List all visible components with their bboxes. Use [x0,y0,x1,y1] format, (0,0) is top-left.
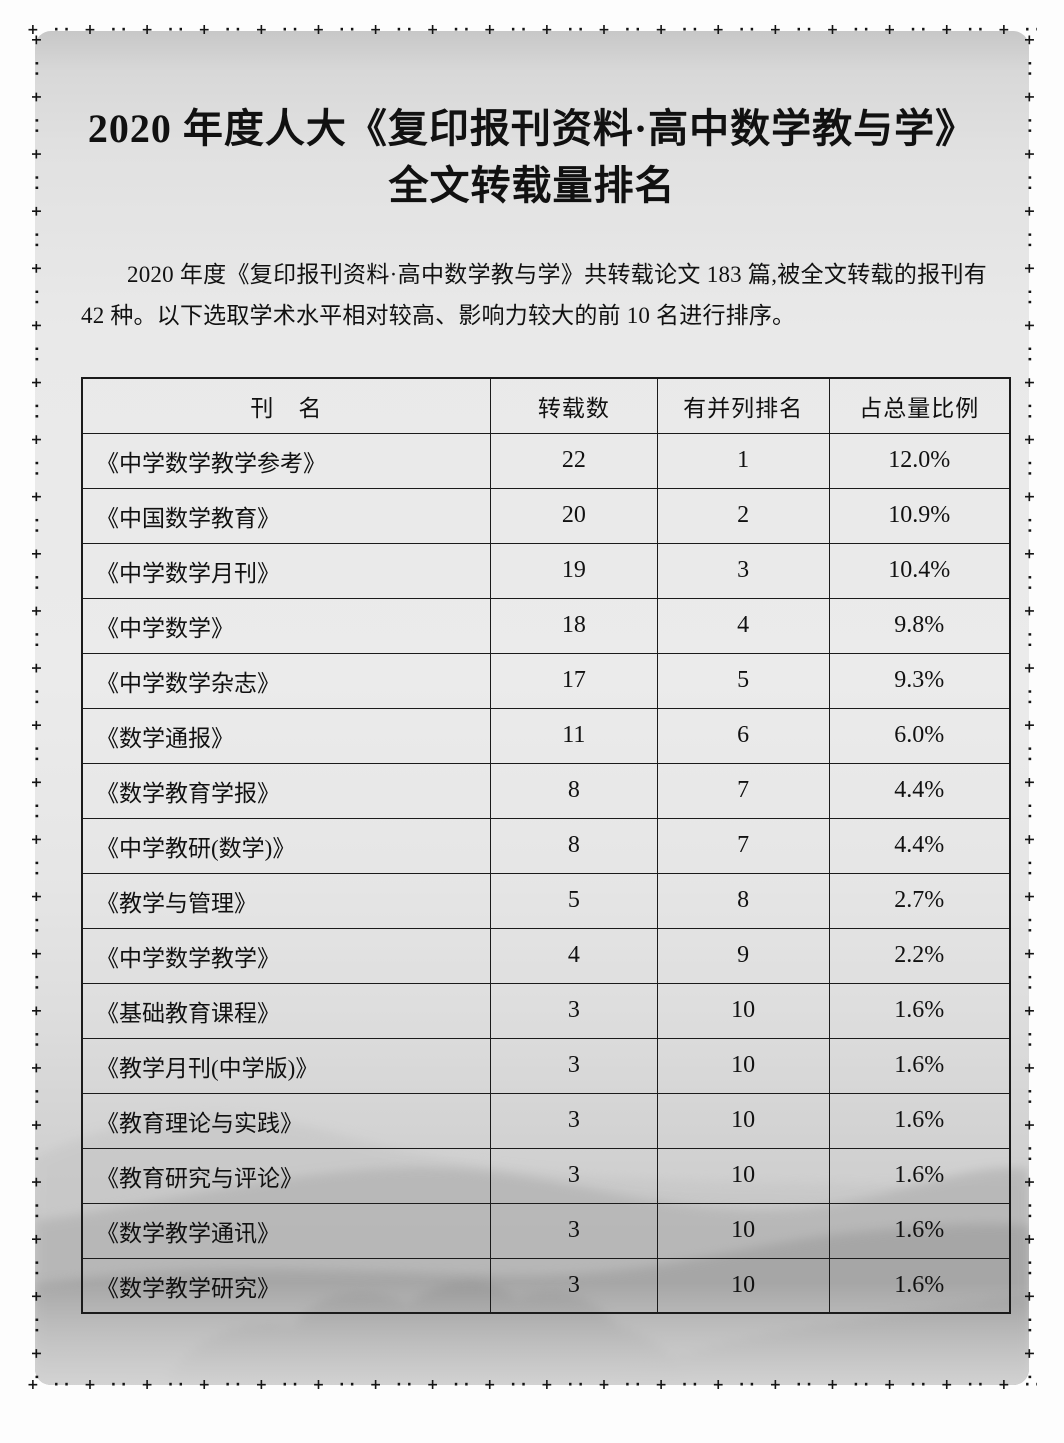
journal-name-cell: 《基础教育课程》 [81,982,491,1039]
journal-name-cell: 《中学数学月刊》 [81,542,491,599]
table-row: 《中学数学教学参考》 22 1 12.0% [81,432,1011,489]
tied-rank-cell: 10 [656,1037,830,1094]
intro-paragraph: 2020 年度《复印报刊资料·高中数学教与学》共转载论文 183 篇,被全文转载… [81,261,987,328]
tied-rank-cell: 10 [656,982,830,1039]
percentage-cell: 9.8% [828,597,1011,654]
reprint-count-cell: 3 [489,1037,658,1094]
table-row: 《数学教学通讯》 3 10 1.6% [81,1202,1011,1259]
percentage-cell: 2.2% [828,927,1011,984]
table-row: 《中学数学教学》 4 9 2.2% [81,927,1011,984]
reprint-count-cell: 3 [489,1147,658,1204]
tied-rank-cell: 10 [656,1202,830,1259]
header-reprint-count: 转载数 [489,377,658,434]
journal-name-cell: 《教学月刊(中学版)》 [81,1037,491,1094]
header-percentage: 占总量比例 [828,377,1011,434]
table-row: 《中学数学杂志》 17 5 9.3% [81,652,1011,709]
tied-rank-cell: 1 [656,432,830,489]
reprint-count-cell: 3 [489,1092,658,1149]
title-line-2: 全文转载量排名 [388,162,676,208]
tied-rank-cell: 5 [656,652,830,709]
table-row: 《教育理论与实践》 3 10 1.6% [81,1092,1011,1149]
tied-rank-cell: 4 [656,597,830,654]
page-title: 2020 年度人大《复印报刊资料·高中数学教与学》 全文转载量排名 [35,101,1029,215]
journal-name-cell: 《中学数学杂志》 [81,652,491,709]
tied-rank-cell: 7 [656,817,830,874]
journal-name-cell: 《中学数学教学》 [81,927,491,984]
journal-name-cell: 《教学与管理》 [81,872,491,929]
percentage-cell: 12.0% [828,432,1011,489]
tied-rank-cell: 7 [656,762,830,819]
table-row: 《中国数学教育》 20 2 10.9% [81,487,1011,544]
percentage-cell: 1.6% [828,982,1011,1039]
journal-name-cell: 《中学数学教学参考》 [81,432,491,489]
journal-name-cell: 《中学教研(数学)》 [81,817,491,874]
tied-rank-cell: 10 [656,1147,830,1204]
table-row: 《中学数学》 18 4 9.8% [81,597,1011,654]
percentage-cell: 1.6% [828,1037,1011,1094]
journal-name-cell: 《数学通报》 [81,707,491,764]
tied-rank-cell: 10 [656,1092,830,1149]
table-row: 《数学教育学报》 8 7 4.4% [81,762,1011,819]
percentage-cell: 6.0% [828,707,1011,764]
percentage-cell: 1.6% [828,1257,1011,1314]
bordered-sheet: + ·· + ·· + ·· + ·· + ·· + ·· + ·· + ·· … [27,22,1037,1394]
journal-name-cell: 《中国数学教育》 [81,487,491,544]
reprint-count-cell: 20 [489,487,658,544]
percentage-cell: 2.7% [828,872,1011,929]
reprint-count-cell: 17 [489,652,658,709]
reprint-count-cell: 3 [489,982,658,1039]
journal-name-cell: 《中学数学》 [81,597,491,654]
reprint-count-cell: 8 [489,762,658,819]
tied-rank-cell: 3 [656,542,830,599]
tied-rank-cell: 6 [656,707,830,764]
journal-name-cell: 《教育研究与评论》 [81,1147,491,1204]
percentage-cell: 1.6% [828,1147,1011,1204]
table-row: 《基础教育课程》 3 10 1.6% [81,982,1011,1039]
journal-name-cell: 《数学教学研究》 [81,1257,491,1314]
table-row: 《教学与管理》 5 8 2.7% [81,872,1011,929]
reprint-count-cell: 8 [489,817,658,874]
tied-rank-cell: 2 [656,487,830,544]
reprint-count-cell: 3 [489,1257,658,1314]
reprint-count-cell: 18 [489,597,658,654]
table-row: 《数学教学研究》 3 10 1.6% [81,1257,1011,1314]
reprint-ranking-table: 刊 名 转载数 有并列排名 占总量比例 《中学数学教学参考》 22 1 12.0… [81,377,1011,1315]
table-row: 《教育研究与评论》 3 10 1.6% [81,1147,1011,1204]
reprint-count-cell: 3 [489,1202,658,1259]
header-journal-name: 刊 名 [81,377,491,434]
percentage-cell: 1.6% [828,1202,1011,1259]
reprint-count-cell: 19 [489,542,658,599]
journal-name-cell: 《数学教学通讯》 [81,1202,491,1259]
reprint-count-cell: 22 [489,432,658,489]
percentage-cell: 4.4% [828,762,1011,819]
percentage-cell: 4.4% [828,817,1011,874]
page-content: 2020 年度人大《复印报刊资料·高中数学教与学》 全文转载量排名 2020 年… [35,101,1029,1315]
percentage-cell: 9.3% [828,652,1011,709]
title-line-1: 2020 年度人大《复印报刊资料·高中数学教与学》 [87,106,977,151]
table-row: 《中学数学月刊》 19 3 10.4% [81,542,1011,599]
reprint-count-cell: 11 [489,707,658,764]
percentage-cell: 10.4% [828,542,1011,599]
paper-background: 2020 年度人大《复印报刊资料·高中数学教与学》 全文转载量排名 2020 年… [35,31,1029,1385]
header-tied-rank: 有并列排名 [656,377,830,434]
tied-rank-cell: 8 [656,872,830,929]
reprint-count-cell: 4 [489,927,658,984]
tied-rank-cell: 9 [656,927,830,984]
journal-name-cell: 《数学教育学报》 [81,762,491,819]
table-row: 《中学教研(数学)》 8 7 4.4% [81,817,1011,874]
journal-name-cell: 《教育理论与实践》 [81,1092,491,1149]
table-row: 《教学月刊(中学版)》 3 10 1.6% [81,1037,1011,1094]
table-row: 《数学通报》 11 6 6.0% [81,707,1011,764]
tied-rank-cell: 10 [656,1257,830,1314]
percentage-cell: 1.6% [828,1092,1011,1149]
table-header-row: 刊 名 转载数 有并列排名 占总量比例 [81,377,1011,434]
percentage-cell: 10.9% [828,487,1011,544]
reprint-count-cell: 5 [489,872,658,929]
